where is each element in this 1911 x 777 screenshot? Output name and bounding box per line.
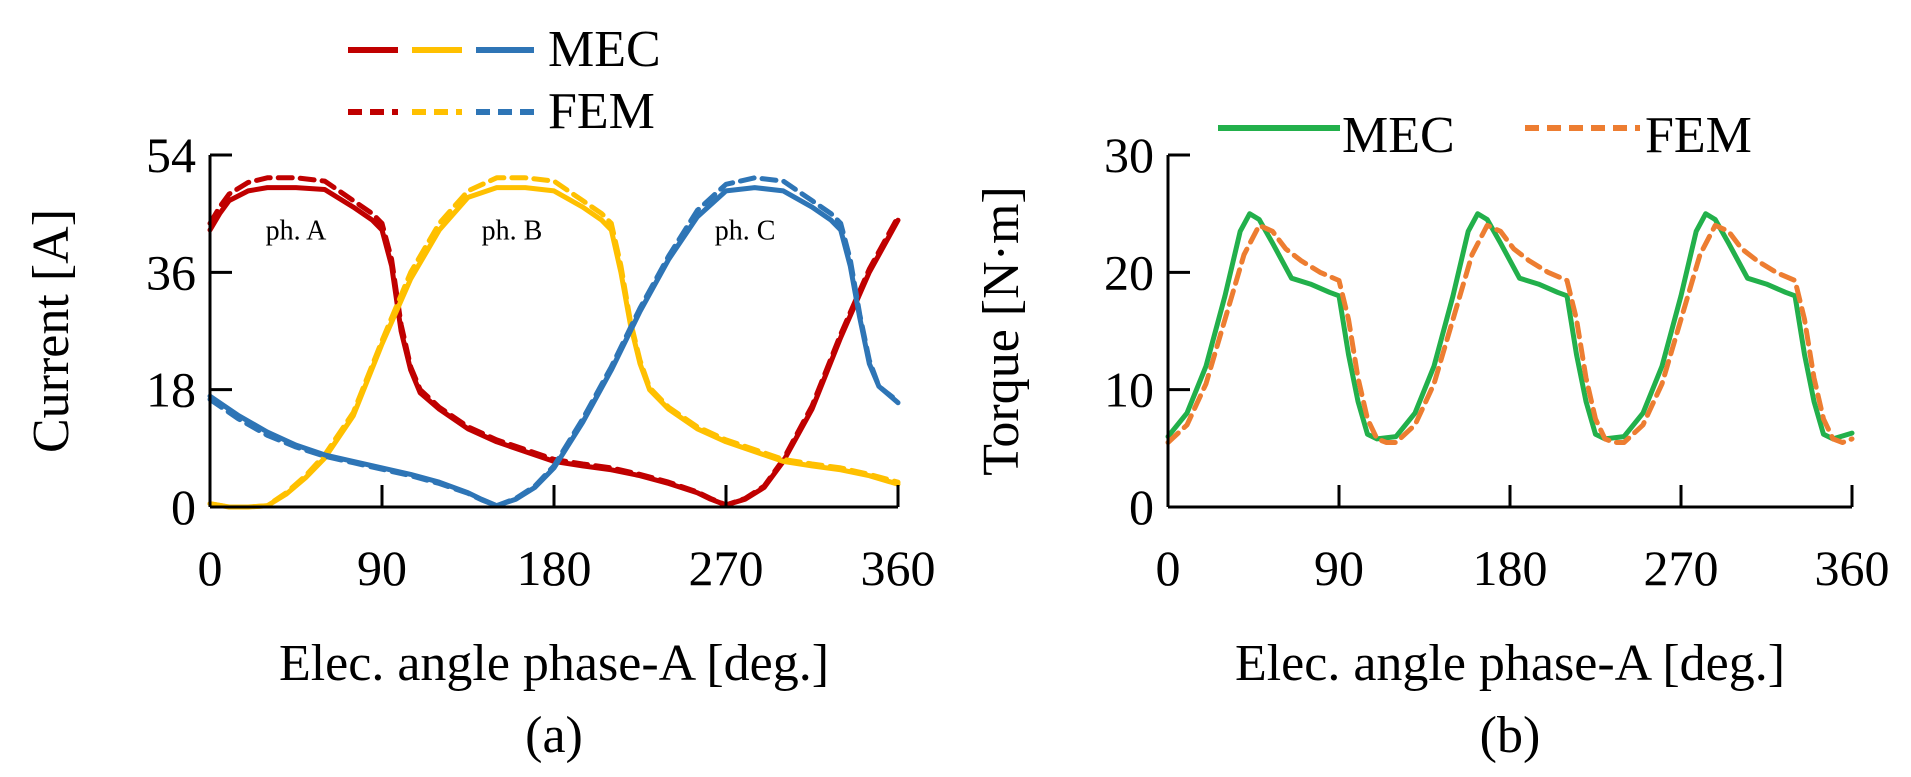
current-x-tick-label: 180 xyxy=(517,540,592,596)
torque-y-tick-label: 20 xyxy=(1104,244,1154,300)
torque-y-tick-label: 30 xyxy=(1104,127,1154,183)
current-x-axis-title: Elec. angle phase-A [deg.] xyxy=(279,635,829,692)
current-series-ph-c-fem xyxy=(207,175,901,509)
torque-ticks: 0 90 180 270 360 0 10 20 30 xyxy=(1104,127,1890,596)
torque-series xyxy=(1165,211,1855,445)
torque-series-fem xyxy=(1165,222,1855,445)
torque-chart: MEC FEM 0 90 180 270 360 0 10 20 30 Elec. angle … xyxy=(973,107,1890,764)
current-series-ph-b-fem xyxy=(207,175,901,510)
current-x-tick-label: 270 xyxy=(689,540,764,596)
torque-y-axis-title: Torque [N·m] xyxy=(973,186,1030,475)
torque-y-tick-label: 10 xyxy=(1104,362,1154,418)
legend-current: MEC FEM xyxy=(348,21,661,140)
torque-x-tick-label: 90 xyxy=(1314,540,1364,596)
current-x-tick-label: 0 xyxy=(198,540,223,596)
torque-series-mec xyxy=(1165,211,1855,442)
legend-label-mec-torque: MEC xyxy=(1342,107,1455,164)
torque-y-tick-label: 0 xyxy=(1129,479,1154,535)
torque-x-tick-label: 180 xyxy=(1473,540,1548,596)
torque-x-tick-label: 0 xyxy=(1156,540,1181,596)
current-y-tick-label: 54 xyxy=(146,127,196,183)
legend-label-fem-torque: FEM xyxy=(1645,107,1752,164)
current-y-tick-label: 36 xyxy=(146,244,196,300)
phase-annotations: ph. A ph. B ph. C xyxy=(266,216,776,247)
legend-label-fem: FEM xyxy=(548,83,655,140)
current-y-tick-label: 0 xyxy=(171,479,196,535)
current-y-tick-label: 18 xyxy=(146,362,196,418)
torque-x-tick-label: 270 xyxy=(1644,540,1719,596)
torque-x-axis-title: Elec. angle phase-A [deg.] xyxy=(1235,635,1785,692)
annotation-ph-b: ph. B xyxy=(482,216,543,247)
current-x-tick-label: 90 xyxy=(357,540,407,596)
annotation-ph-a: ph. A xyxy=(266,216,327,247)
current-y-axis-title: Current [A] xyxy=(23,209,80,453)
current-chart: MEC FEM ph. A ph. B ph. C 0 90 180 270 360 0 18 3… xyxy=(23,21,936,764)
current-series xyxy=(207,175,901,510)
torque-x-tick-label: 360 xyxy=(1815,540,1890,596)
current-ticks: 0 90 180 270 360 0 18 36 54 xyxy=(146,127,936,596)
annotation-ph-c: ph. C xyxy=(715,216,776,247)
current-series-ph-a-fem xyxy=(207,175,901,508)
current-x-tick-label: 360 xyxy=(861,540,936,596)
caption-a: (a) xyxy=(525,707,583,764)
legend-label-mec: MEC xyxy=(548,21,661,78)
legend-torque: MEC FEM xyxy=(1218,107,1752,164)
caption-b: (b) xyxy=(1480,707,1541,764)
